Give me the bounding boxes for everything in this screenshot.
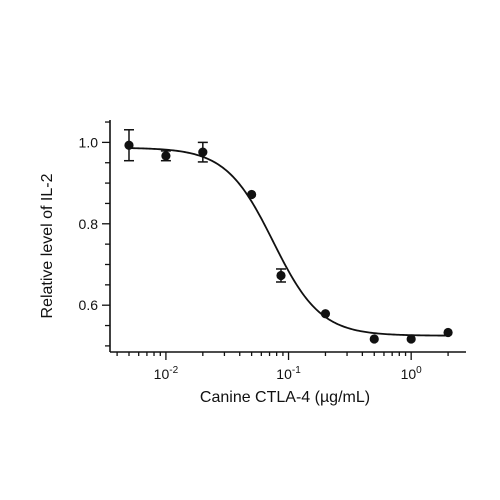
x-axis-label: Canine CTLA-4 (µg/mL) [200,389,370,406]
data-point [369,334,379,344]
axes: 1.0 0.8 0.6 10-2 10-1 100 [79,120,466,382]
data-point [247,189,257,200]
data-point [161,151,171,161]
data-point [124,140,134,150]
x-tick-label: 100 [401,365,423,382]
data-point [276,270,286,281]
x-tick-label: 10-1 [276,365,301,382]
y-tick-label: 1.0 [79,134,99,150]
y-axis-label: Relative level of IL-2 [39,173,56,318]
y-tick-label: 0.8 [79,216,99,232]
x-tick-label: 10-2 [154,365,179,382]
data-point [198,147,208,157]
data-point [320,309,331,319]
plot-area [123,129,453,344]
data-point [443,327,453,338]
data-point [406,334,416,344]
y-tick-label: 0.6 [79,297,99,313]
fit-curve [128,147,449,337]
